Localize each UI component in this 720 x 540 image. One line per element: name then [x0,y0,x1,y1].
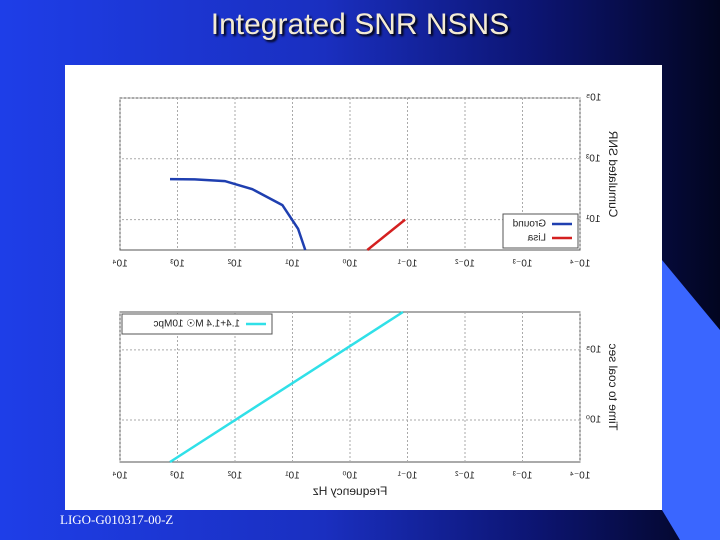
panel [65,65,662,510]
x-tick-label: 10¹ [285,471,300,482]
series-line [169,310,404,464]
chart: 10⁻⁴ 10⁻³ 10⁻² 10⁻¹ 10⁰ 10¹ 10² 10³ 10⁴ 10¹ 10³ 10⁵… [112,93,620,270]
x-tick-label: 10⁴ [112,471,127,482]
legend-label: Lisa [527,233,546,244]
y-tick-label: 10³ [585,153,600,164]
x-tick-label: 10⁻⁴ [570,471,591,482]
x-tick-label: 10⁴ [112,259,127,270]
x-tick-label: 10³ [170,471,185,482]
side-shape [662,260,720,540]
x-tick-label: 10⁻¹ [397,259,417,270]
legend-box [121,313,273,335]
y-tick-label: 10⁰ [586,415,601,426]
x-tick-label: 10⁻² [454,471,474,482]
y-tick-label: 10⁵ [586,93,601,104]
y-axis-label: Time to coal sec [606,344,620,431]
x-tick-label: 10³ [170,259,185,270]
x-tick-label: 10² [227,259,242,270]
series-line [169,177,307,251]
x-tick-label: 10⁻⁴ [570,259,591,270]
footer: LIGO-G010317-00-Z [60,512,174,527]
x-tick-label: 10⁻¹ [397,471,417,482]
legend-label: Ground [513,219,546,230]
x-tick-label: 10⁰ [342,259,357,270]
legend-box [502,213,579,249]
x-axis-label: Frequency Hz [313,484,388,498]
y-tick-label: 10⁵ [586,344,601,355]
x-tick-label: 10⁻² [454,259,474,270]
x-tick-label: 10⁰ [342,471,357,482]
x-tick-label: 10² [227,471,242,482]
slide-title: Integrated SNR NSNS [210,8,510,41]
x-tick-label: 10⁻³ [512,259,532,270]
chart: 10⁻⁴ 10⁻³ 10⁻² 10⁻¹ 10⁰ 10¹ 10² 10³ 10⁴ 10⁰ 10⁵ Fre… [112,310,620,498]
legend-label: 1.4+1.4 M☉ 10Mpc [153,319,240,330]
y-tick-label: 10¹ [585,214,600,225]
x-tick-label: 10⁻³ [512,471,532,482]
x-tick-label: 10¹ [285,259,300,270]
series-line [366,218,406,251]
y-axis-label: Cumulated SNR [606,130,620,217]
